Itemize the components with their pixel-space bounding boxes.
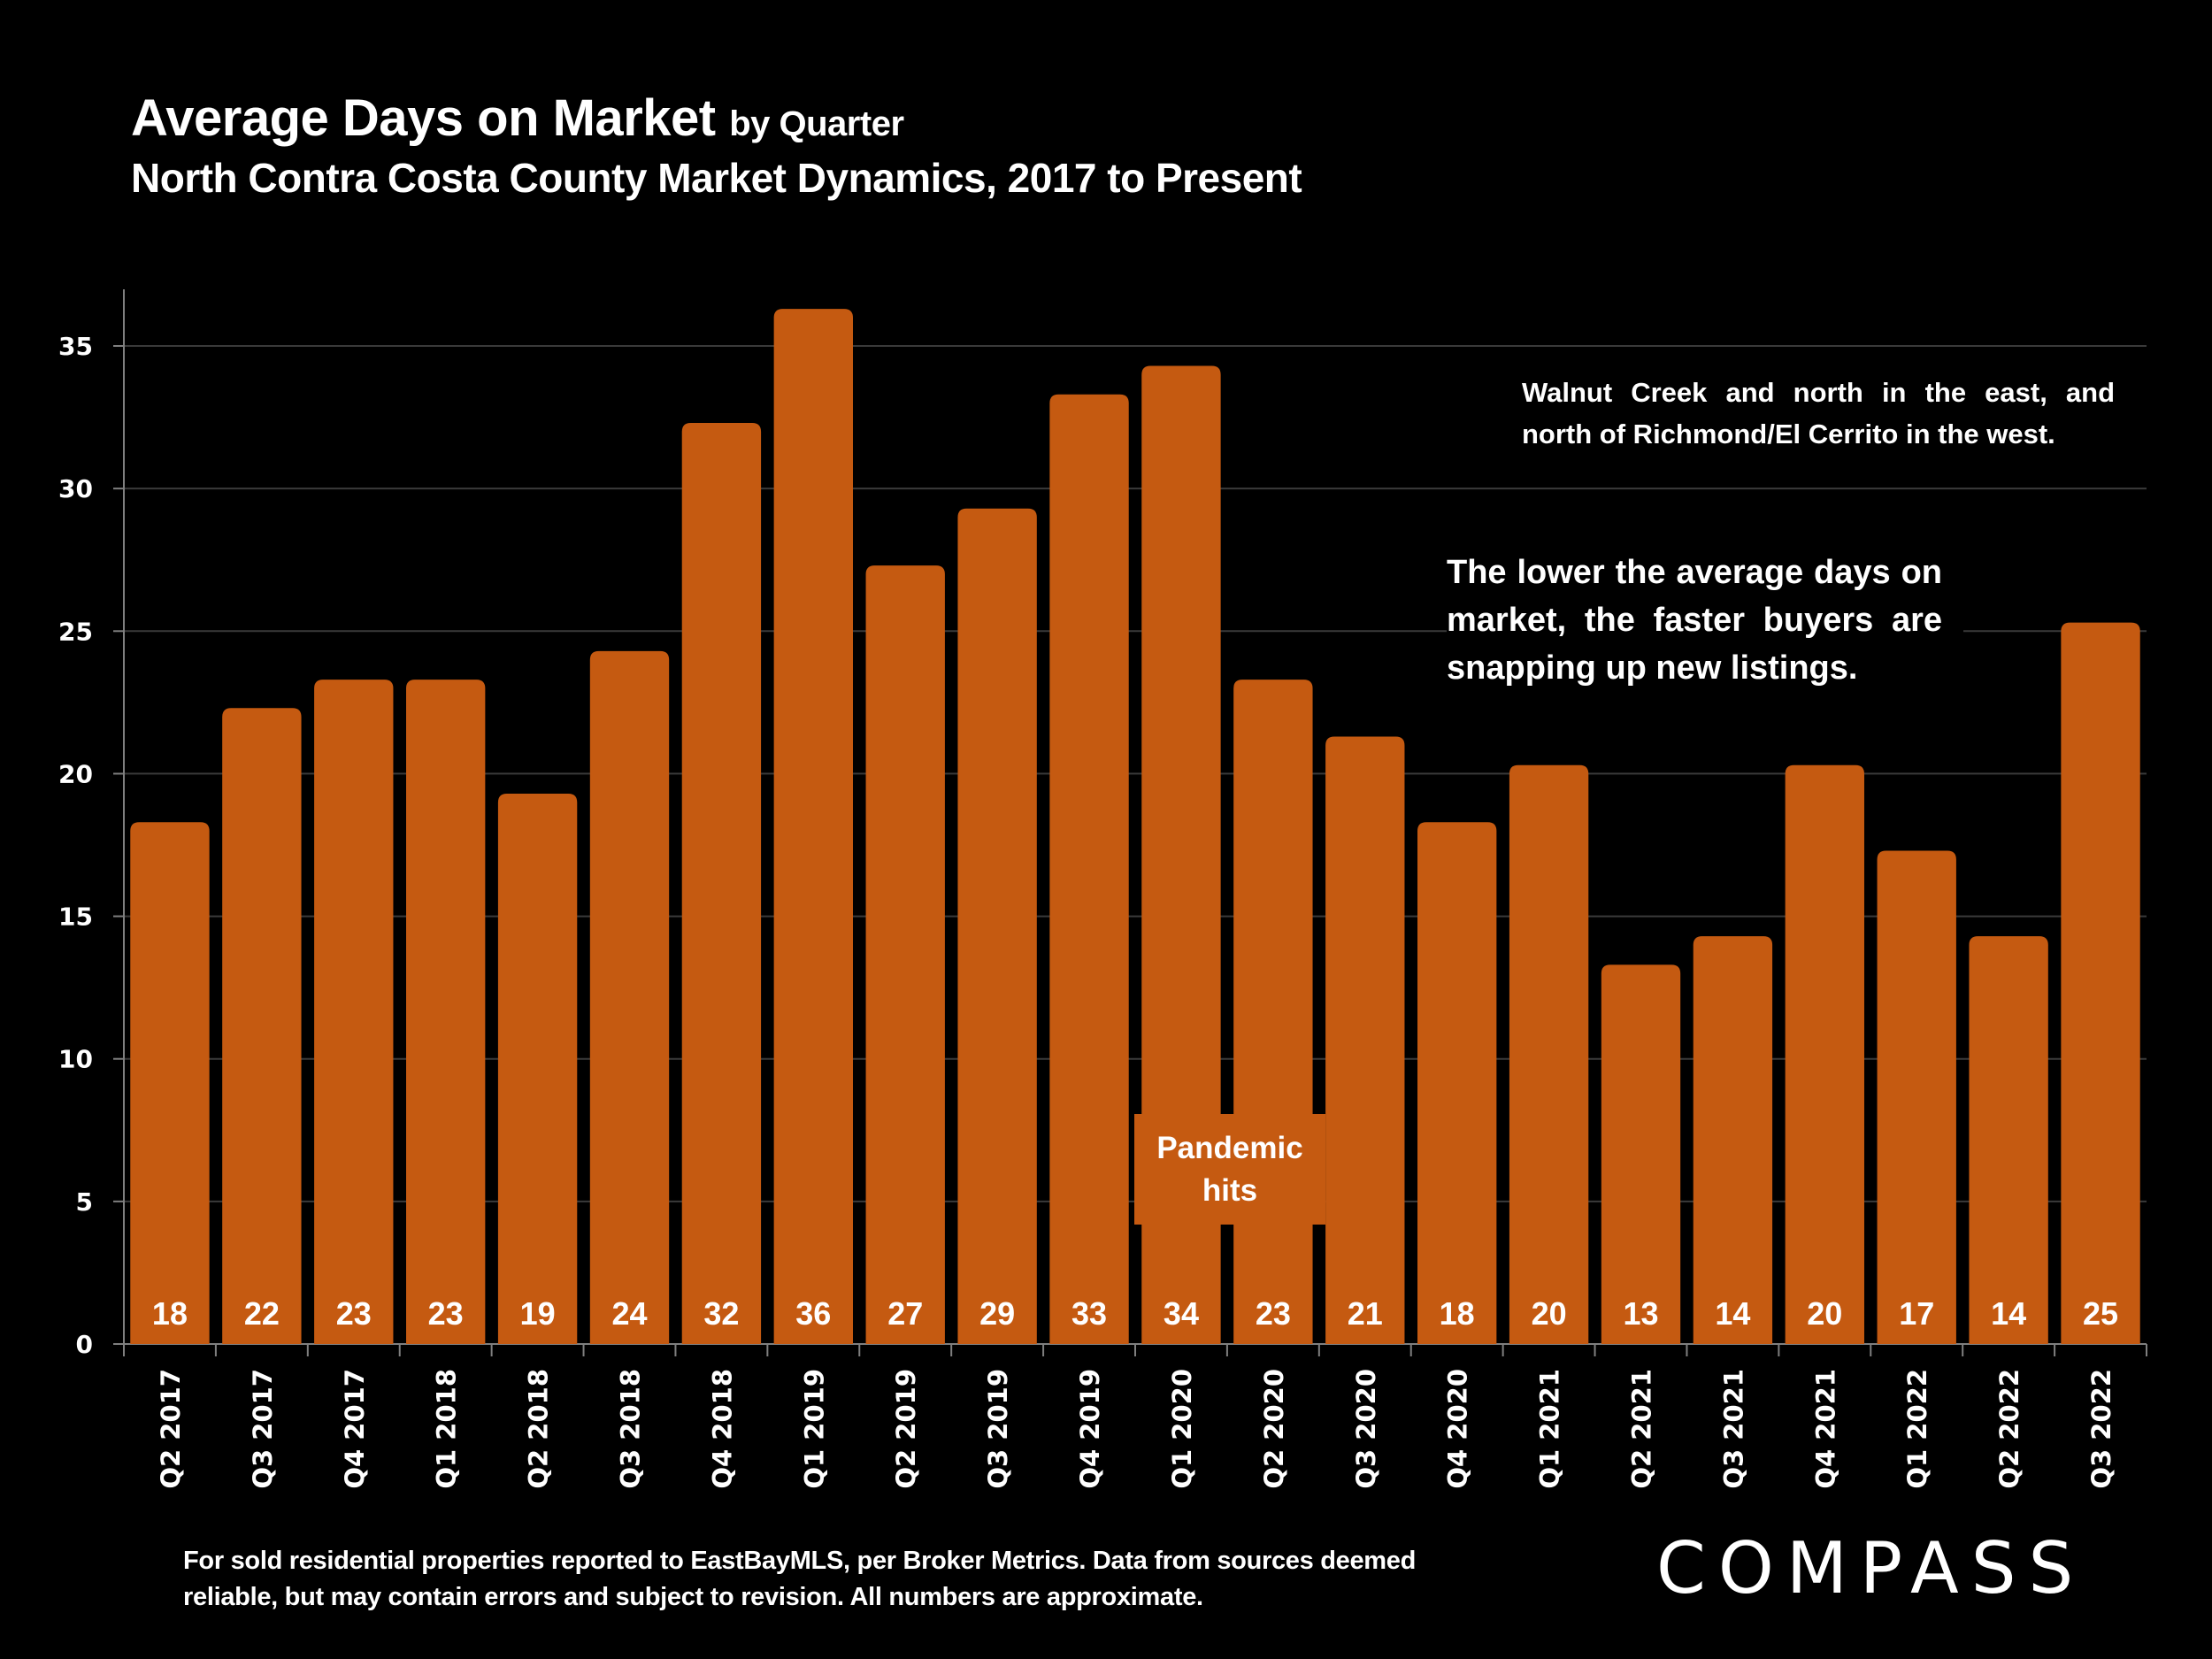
x-tick-label: Q2 2020 xyxy=(1259,1369,1289,1489)
bar-data-label: 25 xyxy=(2083,1295,2118,1332)
bar-data-label: 22 xyxy=(244,1295,280,1332)
bar-data-label: 27 xyxy=(887,1295,923,1332)
bar-data-label: 34 xyxy=(1164,1295,1199,1332)
x-tick-label: Q2 2021 xyxy=(1627,1369,1657,1489)
bar-data-label: 29 xyxy=(979,1295,1015,1332)
insight-note: The lower the average days on market, th… xyxy=(1447,549,1963,692)
pandemic-label-line1: Pandemic xyxy=(1156,1130,1303,1165)
bar-data-label: 23 xyxy=(336,1295,372,1332)
bar xyxy=(1509,764,1589,1344)
bar xyxy=(2061,622,2140,1344)
bar xyxy=(957,508,1037,1344)
bar xyxy=(497,793,578,1344)
bar xyxy=(1233,680,1313,1344)
x-tick-label: Q1 2021 xyxy=(1535,1369,1565,1489)
x-tick-label: Q1 2019 xyxy=(799,1369,829,1489)
bar-data-label: 17 xyxy=(1899,1295,1934,1332)
bar-data-label: 20 xyxy=(1532,1295,1567,1332)
bar xyxy=(1049,394,1129,1344)
region-note: Walnut Creek and north in the east, and … xyxy=(1522,377,2115,449)
bar-data-label: 23 xyxy=(428,1295,464,1332)
x-tick-label: Q2 2017 xyxy=(156,1369,186,1489)
x-tick-label: Q2 2019 xyxy=(891,1369,921,1489)
bar xyxy=(1417,822,1497,1344)
x-tick-label: Q3 2020 xyxy=(1351,1369,1381,1489)
bar xyxy=(1141,365,1221,1344)
bar xyxy=(773,309,853,1345)
x-tick-label: Q3 2022 xyxy=(2086,1369,2116,1489)
bar-data-label: 18 xyxy=(152,1295,188,1332)
pandemic-label-line2: hits xyxy=(1202,1172,1258,1208)
y-tick-label: 35 xyxy=(58,332,93,361)
bar xyxy=(865,565,945,1344)
chart-title-main: Average Days on Market xyxy=(131,89,716,147)
y-tick-label: 5 xyxy=(76,1187,93,1217)
bar xyxy=(130,822,210,1344)
x-tick-label: Q2 2022 xyxy=(1994,1369,2024,1489)
y-tick-labels: 0 5 10 15 20 25 30 35 xyxy=(58,332,93,1359)
x-tick-label: Q1 2020 xyxy=(1167,1369,1197,1489)
x-tick-label: Q4 2020 xyxy=(1443,1369,1473,1489)
bar-data-label: 21 xyxy=(1348,1295,1383,1332)
x-tick-label: Q3 2017 xyxy=(248,1369,278,1489)
bar xyxy=(1601,964,1681,1344)
bar xyxy=(314,680,394,1344)
bar xyxy=(1969,936,2048,1344)
x-tick-labels: Q2 2017 Q3 2017 Q4 2017 Q1 2018 Q2 2018 Q3 20… xyxy=(156,1369,2116,1489)
bar xyxy=(589,650,670,1344)
y-tick-label: 0 xyxy=(76,1330,93,1359)
x-tick-label: Q3 2019 xyxy=(983,1369,1013,1489)
bar-data-label: 14 xyxy=(1991,1295,2026,1332)
bar xyxy=(222,708,302,1344)
bar xyxy=(1325,736,1405,1344)
bar-data-label: 36 xyxy=(795,1295,831,1332)
bar-data-label: 19 xyxy=(520,1295,556,1332)
y-tick-label: 20 xyxy=(58,759,93,788)
x-tick-label: Q1 2018 xyxy=(432,1369,462,1489)
x-tick-label: Q3 2021 xyxy=(1718,1369,1748,1489)
x-tick-label: Q4 2019 xyxy=(1075,1369,1105,1489)
bar xyxy=(406,680,486,1344)
bar-data-label: 32 xyxy=(703,1295,739,1332)
bar-data-label: 18 xyxy=(1440,1295,1475,1332)
x-tick-label: Q4 2021 xyxy=(1810,1369,1840,1489)
bar-data-label: 23 xyxy=(1256,1295,1291,1332)
x-tick-label: Q2 2018 xyxy=(524,1369,554,1489)
chart-subtitle: North Contra Costa County Market Dynamic… xyxy=(131,155,1302,201)
bar xyxy=(681,423,762,1345)
pandemic-annotation: Pandemic hits xyxy=(1134,1114,1325,1225)
x-tick-label: Q4 2017 xyxy=(340,1369,370,1489)
x-tick-label: Q1 2022 xyxy=(1902,1369,1932,1489)
y-tick-label: 15 xyxy=(58,902,93,932)
x-tick-label: Q3 2018 xyxy=(616,1369,646,1489)
bar-data-label: 14 xyxy=(1715,1295,1750,1332)
bar-data-label: 13 xyxy=(1623,1295,1658,1332)
chart-title: Average Days on Market by Quarter xyxy=(131,88,904,148)
bar-data-label: 33 xyxy=(1071,1295,1107,1332)
bar xyxy=(1877,850,1956,1344)
bar-data-label: 24 xyxy=(611,1295,647,1332)
x-tick-label: Q4 2018 xyxy=(707,1369,737,1489)
bar-data-labels: 18 22 23 23 19 24 32 36 27 29 33 34 23 21 18 20 13 14 20 17… xyxy=(152,1295,2118,1332)
y-tick-label: 25 xyxy=(58,617,93,646)
footer-disclaimer: For sold residential properties reported… xyxy=(183,1547,1417,1611)
compass-logo: COMPASS xyxy=(1656,1527,2086,1609)
y-tick-label: 30 xyxy=(58,474,93,503)
bar xyxy=(1693,936,1773,1344)
y-tick-label: 10 xyxy=(58,1045,93,1074)
chart-title-suffix: by Quarter xyxy=(729,104,904,143)
bar xyxy=(1785,764,1864,1344)
bar-data-label: 20 xyxy=(1807,1295,1842,1332)
